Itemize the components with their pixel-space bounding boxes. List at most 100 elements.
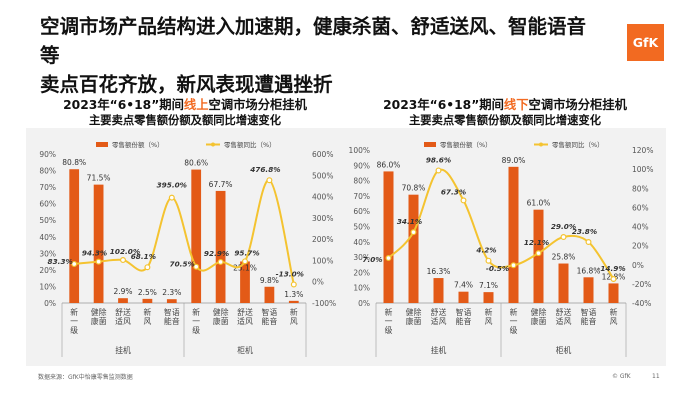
yoy-value-label: 95.7%	[234, 248, 259, 257]
yoy-point	[144, 264, 151, 271]
x-category-label: 语音	[464, 307, 472, 326]
y-left-tick-label: 10%	[353, 284, 370, 293]
yoy-point	[460, 197, 467, 204]
y-right-tick-label: 80%	[632, 184, 649, 193]
bar	[558, 263, 569, 303]
y-left-tick-label: 90%	[39, 150, 56, 159]
y-right-tick-label: 60%	[632, 203, 649, 212]
y-right-tick-label: 300%	[312, 214, 333, 223]
y-left-tick-label: 20%	[39, 266, 56, 275]
bar	[240, 261, 250, 303]
x-group-label: 挂机	[115, 345, 131, 355]
bar	[383, 171, 394, 303]
bar	[583, 277, 594, 303]
yoy-value-label: 395.0%	[157, 181, 187, 190]
yoy-value-label: 94.3%	[82, 249, 107, 258]
x-category-label: 健康	[91, 307, 99, 326]
y-right-tick-label: 500%	[312, 171, 333, 180]
yoy-point	[560, 234, 567, 241]
legend-line-label: 零售额同比（%）	[552, 140, 604, 149]
bar	[483, 292, 494, 303]
bar-value-label: 7.4%	[454, 281, 473, 290]
chart-1-title-pre: 2023年“6•18”期间	[63, 98, 184, 112]
bar-value-label: 1.3%	[284, 290, 303, 299]
x-category-label: 语音	[172, 307, 180, 326]
x-category-label: 新一级	[385, 307, 393, 335]
bar	[458, 291, 469, 303]
x-category-label: 送风	[439, 307, 447, 326]
x-category-label: 送风	[564, 307, 572, 326]
yoy-value-label: 67.3%	[441, 187, 466, 196]
bar-value-label: 80.6%	[184, 159, 208, 168]
bar	[93, 184, 104, 303]
bar	[264, 286, 275, 303]
data-source-note: 数据来源：GfK中怡康零售监测数据	[38, 374, 133, 381]
yoy-point	[71, 260, 78, 267]
bar-value-label: 80.8%	[62, 158, 86, 167]
x-category-label: 除菌	[414, 307, 422, 326]
yoy-point	[510, 262, 517, 269]
yoy-value-label: 83.3%	[48, 257, 73, 266]
bar-value-label: 25.1%	[233, 263, 257, 272]
bar-value-label: 71.5%	[87, 174, 111, 183]
yoy-value-label: 4.2%	[476, 246, 496, 255]
x-group-label: 柜机	[556, 345, 572, 355]
x-category-label: 舒适	[431, 307, 439, 326]
y-right-tick-label: 100%	[632, 165, 653, 174]
bar	[142, 298, 153, 303]
bar	[191, 169, 202, 303]
x-category-label: 舒适	[556, 307, 564, 326]
y-right-tick-label: 200%	[312, 235, 333, 244]
y-left-tick-label: 30%	[39, 249, 56, 258]
x-category-label: 新一级	[510, 307, 518, 335]
bar-value-label: 2.9%	[113, 287, 132, 296]
x-category-label: 送风	[245, 307, 253, 326]
legend-bar-swatch	[96, 142, 108, 147]
x-category-label: 新风	[144, 307, 152, 326]
yoy-point	[290, 281, 297, 288]
bar	[433, 278, 444, 303]
bar-value-label: 67.7%	[209, 180, 233, 189]
x-category-label: 除菌	[99, 307, 107, 326]
legend-bar-swatch	[424, 142, 436, 147]
yoy-value-label: 12.1%	[524, 238, 549, 247]
bar-value-label: 2.5%	[138, 288, 157, 297]
chart-1-title-highlight: 线上	[183, 98, 209, 112]
x-category-label: 健康	[213, 307, 221, 326]
y-left-tick-label: 30%	[353, 253, 370, 262]
yoy-value-label: 29.0%	[551, 222, 576, 231]
yoy-value-label: 476.8%	[250, 165, 280, 174]
yoy-value-label: 23.8%	[572, 227, 597, 236]
x-category-label: 语音	[589, 307, 597, 326]
y-left-tick-label: 100%	[349, 146, 370, 155]
bar	[215, 190, 226, 303]
chart-2-subtitle: 主要卖点零售额份额及额同比增速变化	[408, 114, 602, 127]
y-right-tick-label: 120%	[632, 146, 653, 155]
yoy-value-label: -13.0%	[276, 269, 304, 278]
chart-offline-svg: 0% 10% 20% 30% 40% 50% 60% 70% 80% 90% 100% -40% -20…	[349, 140, 653, 357]
bar-value-label: 25.8%	[552, 253, 576, 262]
yoy-value-label: 102.0%	[110, 247, 140, 256]
y-right-tick-label: 20%	[632, 242, 649, 251]
x-category-label: 智能	[456, 307, 464, 326]
yoy-point	[585, 238, 592, 245]
x-category-label: 智能	[164, 307, 172, 326]
y-left-tick-label: 90%	[353, 161, 370, 170]
bar-value-label: 86.0%	[377, 160, 401, 169]
legend-bar-label: 零售额份额（%）	[112, 140, 164, 149]
yoy-value-label: 70.5%	[170, 260, 195, 269]
bar-value-label: 70.8%	[402, 184, 426, 193]
bar	[69, 169, 80, 303]
y-right-tick-label: 0%	[632, 261, 644, 270]
bar	[118, 298, 128, 303]
chart-2-title-highlight: 线下	[503, 98, 529, 112]
x-group-label: 挂机	[431, 345, 447, 355]
legend-line-marker	[539, 142, 543, 147]
x-category-label: 健康	[406, 307, 414, 326]
chart-1-title-post: 空调市场分柜挂机	[208, 98, 307, 112]
x-category-label: 新风	[290, 307, 298, 326]
bar	[288, 300, 299, 303]
y-right-tick-label: -40%	[632, 299, 651, 308]
chart-panel-online: 0% 10% 20% 30% 40% 50% 60% 70% 80% 90% -100% 0% 100%…	[26, 128, 346, 366]
bar-value-label: 2.3%	[162, 288, 181, 297]
